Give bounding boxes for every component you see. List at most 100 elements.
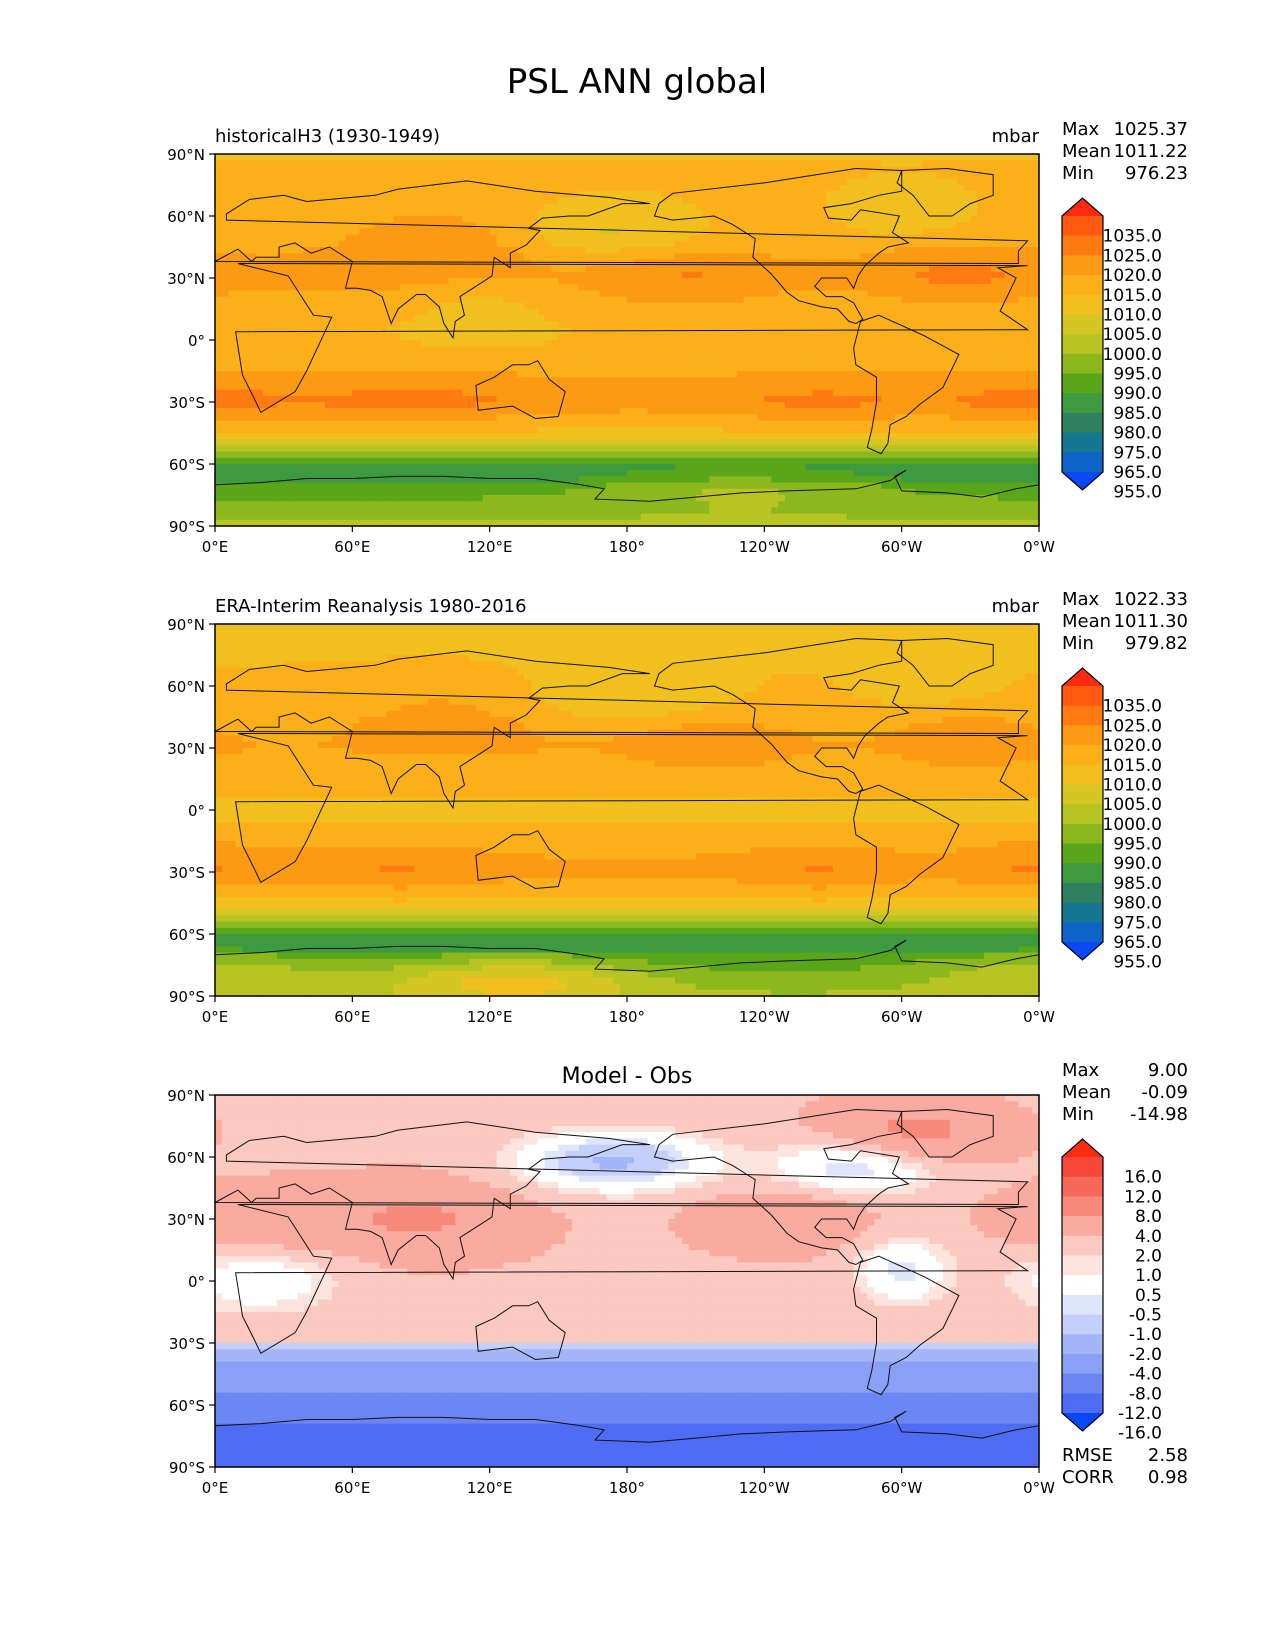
map-cell <box>339 365 346 372</box>
map-cell <box>503 321 510 328</box>
map-cell <box>991 346 998 353</box>
map-cell <box>943 253 950 260</box>
map-cell <box>785 216 792 223</box>
map-cell <box>579 235 586 242</box>
map-cell <box>840 284 847 291</box>
map-cell <box>696 297 703 304</box>
map-cell <box>799 359 806 366</box>
map-cell <box>236 278 243 285</box>
map-cell <box>902 290 909 297</box>
map-cell <box>318 173 325 180</box>
map-cell <box>400 402 407 409</box>
map-cell <box>593 222 600 229</box>
map-cell <box>977 402 984 409</box>
map-cell <box>572 297 579 304</box>
map-cell <box>1012 377 1019 384</box>
map-cell <box>545 241 552 248</box>
map-cell <box>716 197 723 204</box>
map-cell <box>586 290 593 297</box>
map-cell <box>435 321 442 328</box>
map-cell <box>400 179 407 186</box>
map-cell <box>380 216 387 223</box>
map-cell <box>970 253 977 260</box>
map-cell <box>819 365 826 372</box>
map-cell <box>558 166 565 173</box>
panels: 0°E 60°E 120°E 180° 120°W 60°W 0°W90°N60°N30°N… <box>167 119 1188 1497</box>
map-cell <box>345 185 352 192</box>
map-cell <box>991 328 998 335</box>
map-cell <box>291 365 298 372</box>
map-cell <box>668 309 675 316</box>
map-cell <box>407 259 414 266</box>
map-cell <box>915 210 922 217</box>
map-cell <box>757 173 764 180</box>
map-cell <box>627 166 634 173</box>
map-cell <box>902 315 909 322</box>
map-cell <box>400 340 407 347</box>
map-cell <box>1012 309 1019 316</box>
map-cell <box>902 334 909 341</box>
map-cell <box>970 222 977 229</box>
map-cell <box>428 197 435 204</box>
map-cell <box>812 166 819 173</box>
map-cell <box>723 154 730 161</box>
map-cell <box>730 210 737 217</box>
map-cell <box>428 303 435 310</box>
map-cell <box>345 383 352 390</box>
map-cell <box>442 228 449 235</box>
map-cell <box>654 235 661 242</box>
map-cell <box>661 352 668 359</box>
map-cell <box>689 272 696 279</box>
map-cell <box>771 154 778 161</box>
map-cell <box>1018 383 1025 390</box>
map-cell <box>483 365 490 372</box>
map-cell <box>991 365 998 372</box>
map-cell <box>1018 204 1025 211</box>
map-cell <box>1025 303 1032 310</box>
map-cell <box>682 396 689 403</box>
map-cell <box>572 247 579 254</box>
map-cell <box>963 241 970 248</box>
map-cell <box>311 166 318 173</box>
map-cell <box>689 210 696 217</box>
map-cell <box>524 272 531 279</box>
map-cell <box>579 266 586 273</box>
map-cell <box>215 290 222 297</box>
map-cell <box>819 284 826 291</box>
map-cell <box>531 266 538 273</box>
map-cell <box>675 210 682 217</box>
map-cell <box>373 166 380 173</box>
map-cell <box>352 204 359 211</box>
map-cell <box>634 377 641 384</box>
map-cell <box>682 278 689 285</box>
map-cell <box>400 235 407 242</box>
map-cell <box>977 204 984 211</box>
map-cell <box>297 228 304 235</box>
map-cell <box>929 247 936 254</box>
map-cell <box>524 377 531 384</box>
map-cell <box>929 334 936 341</box>
map-cell <box>545 179 552 186</box>
map-cell <box>1025 340 1032 347</box>
map-cell <box>627 396 634 403</box>
map-cell <box>730 228 737 235</box>
map-cell <box>963 272 970 279</box>
map-cell <box>620 185 627 192</box>
map-cell <box>510 334 517 341</box>
map-cell <box>490 197 497 204</box>
map-cell <box>490 235 497 242</box>
map-cell <box>984 371 991 378</box>
map-cell <box>270 284 277 291</box>
map-cell <box>1018 228 1025 235</box>
map-cell <box>476 160 483 167</box>
map-cell <box>586 334 593 341</box>
map-cell <box>476 247 483 254</box>
map-cell <box>826 185 833 192</box>
map-cell <box>661 359 668 366</box>
map-cell <box>867 377 874 384</box>
map-cell <box>517 284 524 291</box>
map-cell <box>909 383 916 390</box>
map-cell <box>400 377 407 384</box>
map-cell <box>579 284 586 291</box>
map-cell <box>407 402 414 409</box>
